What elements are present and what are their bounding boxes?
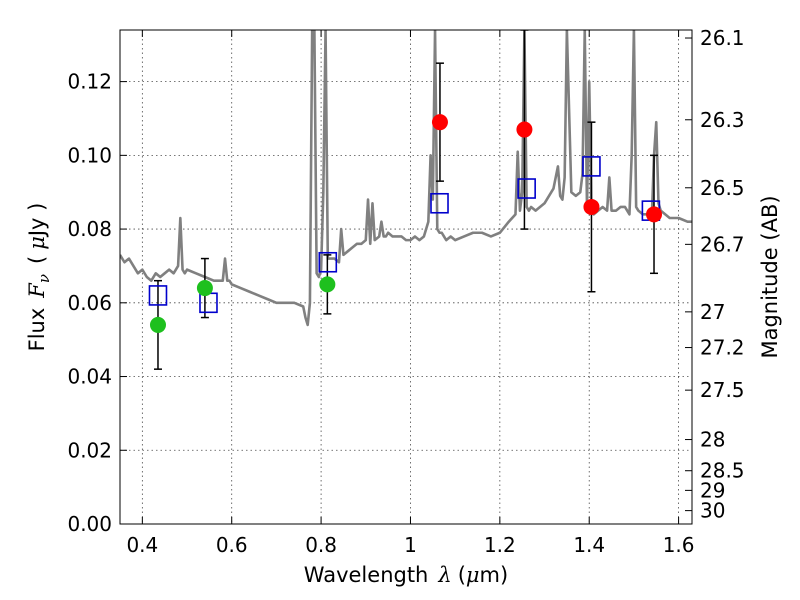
red-point [583,198,600,215]
y-tick-label: 0.06 [67,291,112,315]
y2-tick-label: 27.2 [700,336,745,360]
model-spectrum-line [120,30,692,327]
plot-frame [119,29,693,525]
y-tick-label: 0.04 [67,365,112,389]
model-photometry-square [148,285,168,306]
y2-tick-label: 27 [700,300,725,324]
red-point [516,121,533,138]
y2-axis-label: Magnitude (AB) [758,195,782,358]
x-tick-label: 0.4 [126,533,158,557]
model-photometry-square [582,156,601,177]
x-tick-label: 1 [404,533,417,557]
points-layer [148,114,663,333]
y2-tick-label: 28.5 [700,459,745,483]
x-axis-label: Wavelength λ (μm) [304,563,508,587]
x-tick-label: 0.8 [305,533,337,557]
y-axis-label: FluxFν(μJy ) [25,203,53,352]
red-point [431,114,448,131]
y-tick-label: 0.00 [67,512,112,536]
y2-tick-label: 30 [700,499,725,523]
y-tick-label: 0.10 [67,143,112,167]
x-tick-label: 0.6 [216,533,248,557]
y2-tick-label: 26.1 [700,26,745,50]
y2-tick-label: 26.3 [700,108,745,132]
y2-tick-label: 27.5 [700,378,745,402]
ticks: 0.4 0.6 0.8 1 1.2 1.4 1.6 0.00 0.02 0.04 0.06 0.08 0… [67,26,744,557]
y-tick-label: 0.08 [67,217,112,241]
green-point [319,276,336,293]
y-tick-label: 0.12 [67,70,112,94]
y2-tick-label: 26.7 [700,232,745,256]
y2-tick-label: 29 [700,478,725,502]
model-photometry-square [318,251,338,273]
model-photometry-square [517,178,536,199]
x-tick-label: 1.6 [663,533,695,557]
red-point [646,206,663,223]
x-tick-label: 1.4 [573,533,605,557]
y2-tick-label: 26.5 [700,176,745,200]
model-photometry-square [430,192,449,214]
green-point [196,280,213,297]
y-tick-label: 0.02 [67,438,112,462]
green-point [149,316,166,333]
model-spectrum-layer [120,30,692,327]
y2-tick-label: 28 [700,428,725,452]
x-tick-label: 1.2 [484,533,516,557]
